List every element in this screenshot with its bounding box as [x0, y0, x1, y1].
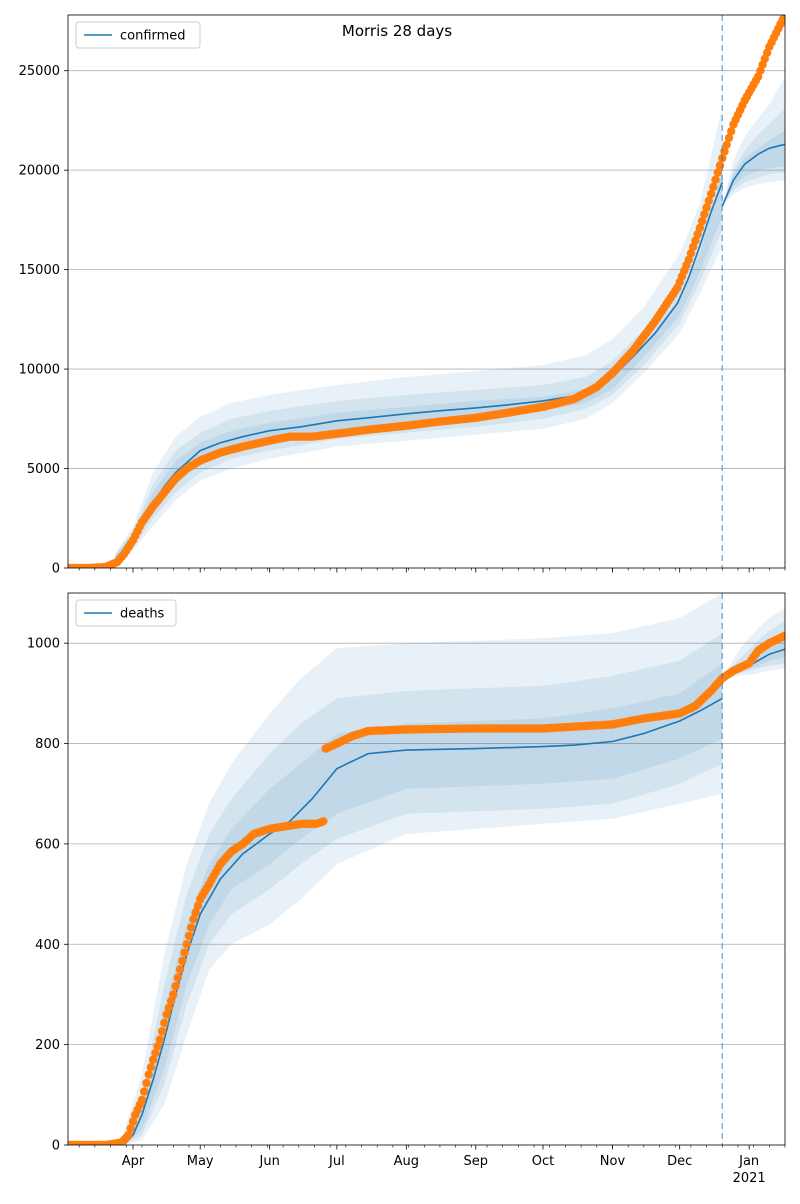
observed-point	[780, 15, 785, 20]
observed-point	[137, 1095, 147, 1105]
observed-point	[144, 1070, 153, 1079]
observed-point	[193, 901, 203, 910]
observed-point	[704, 196, 713, 205]
chart-title: Morris 28 days	[342, 22, 452, 40]
observed-point	[126, 1124, 135, 1133]
observed-point	[180, 948, 189, 957]
observed-point	[319, 817, 328, 826]
observed-point	[686, 249, 696, 258]
y-tick-label: 10000	[19, 363, 60, 378]
observed-point	[711, 175, 720, 184]
x-tick-label: Aug	[394, 1154, 419, 1169]
observed-point	[171, 981, 180, 991]
observed-point	[184, 931, 194, 941]
uncertainty-band	[124, 593, 723, 1145]
observed-point	[191, 908, 200, 917]
y-tick-label: 0	[52, 562, 60, 577]
observed-point	[164, 1003, 173, 1012]
observed-point	[688, 242, 698, 252]
plot-area	[68, 593, 785, 1145]
observed-point	[189, 915, 198, 924]
observed-point	[146, 1063, 156, 1072]
observed-point	[173, 973, 182, 982]
x-tick-label: Jan	[738, 1154, 759, 1169]
observed-point	[160, 1018, 169, 1028]
x-tick-label: Apr	[122, 1154, 145, 1169]
x-tick-label: Nov	[600, 1154, 626, 1169]
observed-point	[148, 1055, 158, 1064]
axes-frame	[67, 14, 786, 569]
x-tick-label: Dec	[667, 1154, 692, 1169]
observed-point	[709, 182, 718, 192]
y-tick-label: 1000	[27, 637, 60, 652]
y-tick-label: 20000	[19, 164, 60, 179]
legend-label: deaths	[120, 607, 165, 622]
observed-point	[142, 1078, 151, 1088]
y-tick-label: 15000	[19, 263, 60, 278]
axes-frame	[67, 592, 786, 1146]
y-tick-label: 5000	[27, 462, 60, 477]
y-tick-label: 25000	[19, 64, 60, 79]
uncertainty-band	[115, 170, 723, 566]
y-tick-label: 600	[35, 837, 60, 852]
observed-point	[780, 631, 785, 640]
chart-panel-1: 0 200 400 600 800 1000 Apr May Jun Jul Aug Sep Oct No…	[27, 592, 786, 1186]
uncertainty-band	[722, 608, 785, 679]
observed-point	[175, 965, 185, 974]
observed-point	[684, 255, 693, 264]
observed-point	[169, 990, 178, 999]
observed-point	[697, 216, 707, 226]
model-forecast-line	[721, 143, 785, 207]
observed-point	[713, 168, 722, 177]
model-median-line	[123, 697, 723, 1145]
observed-point	[151, 1048, 160, 1058]
x-year-label: 2021	[733, 1171, 766, 1186]
legend-label: confirmed	[120, 29, 186, 44]
uncertainty-band	[722, 130, 785, 206]
observed-point	[155, 1035, 165, 1044]
y-tick-label: 400	[35, 938, 60, 953]
observed-point	[153, 1042, 162, 1051]
observed-point	[693, 230, 702, 239]
observed-point	[162, 1010, 171, 1019]
observed-point	[124, 1130, 133, 1140]
legend-box	[75, 599, 177, 627]
y-tick-label: 0	[52, 1139, 60, 1154]
observed-point	[724, 133, 734, 143]
observed-point	[128, 1117, 138, 1126]
observed-point	[140, 1087, 149, 1096]
uncertainty-band	[722, 620, 785, 679]
y-tick-label: 200	[35, 1038, 60, 1053]
uncertainty-band	[124, 633, 723, 1145]
observed-point	[702, 203, 711, 212]
observed-point	[706, 189, 716, 199]
uncertainty-band	[124, 663, 723, 1145]
observed-point	[722, 140, 731, 149]
uncertainty-band	[115, 106, 723, 567]
observed-point	[182, 940, 191, 949]
observed-point	[691, 236, 700, 245]
x-tick-label: May	[187, 1154, 214, 1169]
observed-point	[727, 127, 736, 136]
y-tick-label: 800	[35, 737, 60, 752]
legend-box	[75, 21, 201, 49]
observed-point	[700, 210, 709, 219]
observed-point	[695, 223, 705, 232]
observed-point	[178, 956, 187, 966]
plot-area	[68, 15, 785, 568]
chart-panel-0: 0 5000 10000 15000 20000 25000 confirmed Morris…	[19, 14, 786, 577]
observed-point	[187, 923, 196, 932]
x-tick-label: Oct	[532, 1154, 554, 1169]
observed-point	[157, 1027, 167, 1036]
x-tick-label: Jun	[259, 1154, 280, 1169]
x-tick-label: Jul	[328, 1154, 345, 1169]
observed-point	[166, 996, 176, 1006]
x-tick-label: Sep	[464, 1154, 489, 1169]
